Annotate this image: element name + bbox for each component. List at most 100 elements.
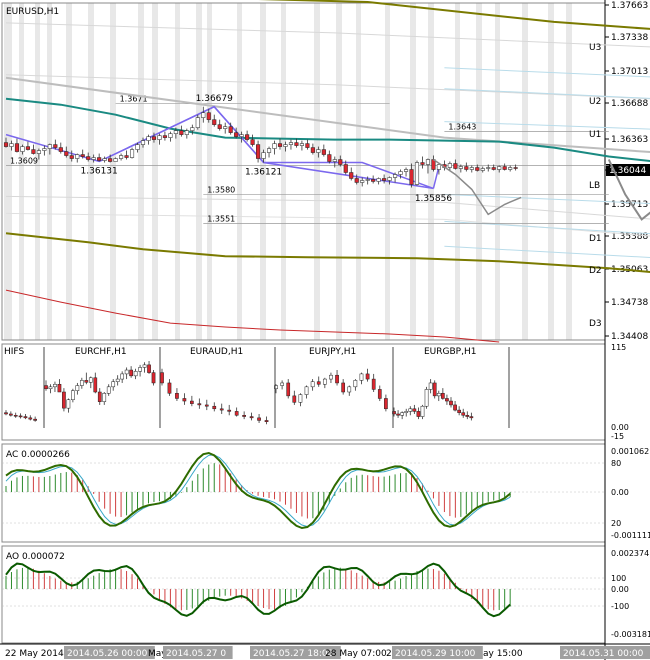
pair-label: EURGBP,H1 — [424, 347, 476, 357]
pair-candle-body — [175, 393, 179, 399]
candle-body — [469, 167, 474, 170]
pair-candle-body — [377, 389, 382, 399]
pair-candle-body — [304, 386, 309, 395]
pair-candle-body — [310, 381, 315, 388]
pair-candle-body — [133, 371, 138, 377]
time-label-highlight — [250, 646, 341, 659]
forecast-path — [607, 159, 650, 221]
time-stripe — [495, 3, 500, 340]
time-stripe — [548, 3, 554, 340]
time-stripe — [522, 3, 528, 340]
time-stripe — [566, 3, 572, 340]
ao-axis-label: -100 — [611, 602, 629, 611]
pair-candle-body — [353, 380, 358, 388]
current-price-label: 1.36044 — [609, 166, 646, 176]
candle-body — [376, 178, 381, 182]
pair-candle-body — [9, 413, 13, 416]
swing-price-label: 1.36131 — [81, 166, 118, 176]
time-stripe — [207, 3, 212, 340]
candle-body — [102, 158, 107, 161]
zigzag-leg — [213, 106, 265, 163]
pair-candle-body — [4, 412, 8, 415]
candle-body — [447, 163, 452, 168]
pair-candle-body — [392, 411, 396, 415]
time-stripe — [138, 3, 144, 340]
candle-body — [360, 180, 365, 183]
candle-body — [53, 144, 58, 148]
time-stripe — [455, 3, 460, 340]
time-axis-label: 2014.05.29 10:00 — [395, 649, 476, 659]
candle-body — [475, 167, 480, 171]
time-axis-label: May 0 — [148, 649, 175, 659]
ac-axis-label: 20 — [611, 519, 621, 528]
gray-channel-line-2 — [5, 74, 650, 100]
candle-body — [305, 143, 310, 148]
candle-body — [173, 130, 178, 134]
swing-price-label: 1.36121 — [245, 167, 282, 177]
time-stripe — [66, 3, 72, 340]
pair-candle-body — [33, 418, 37, 421]
pair-candle-body — [111, 381, 116, 388]
candle-body — [277, 143, 283, 147]
time-stripe — [35, 3, 40, 340]
pair-candle-body — [404, 411, 409, 413]
ac-main-line — [5, 451, 511, 530]
price-tick-label: 1.34408 — [611, 332, 648, 342]
candle-body — [502, 166, 507, 170]
time-stripe — [237, 3, 242, 340]
candle-body — [64, 151, 69, 156]
pair-candle-body — [412, 408, 417, 412]
candle-body — [283, 144, 288, 147]
time-stripe — [47, 3, 52, 340]
candle-body — [486, 167, 491, 169]
forecast-path-alt — [432, 158, 522, 216]
pair-candle-body — [322, 378, 327, 385]
candle-body — [157, 135, 162, 140]
resistance-line — [5, 76, 650, 154]
candle-body — [129, 149, 135, 158]
price-tick-label: 1.37013 — [611, 67, 648, 77]
pair-candle-body — [335, 374, 339, 384]
pair-candle-body — [23, 416, 28, 419]
pair-candle-body — [441, 393, 445, 399]
pair-candle-body — [298, 394, 303, 403]
candle-body — [294, 142, 299, 146]
time-stripe — [281, 3, 286, 340]
candle-body — [266, 148, 272, 153]
pair-candle-body — [147, 364, 151, 373]
ac-axis-label: 0.001062 — [611, 447, 649, 456]
pair-candle-body — [428, 382, 433, 390]
pair-candle-body — [286, 382, 291, 397]
candle-body — [14, 143, 20, 152]
pair-candle-body — [234, 411, 239, 416]
candle-body — [458, 166, 463, 169]
swing-price-label: 1.35856 — [415, 194, 452, 204]
blue-level-line-u3 — [444, 67, 650, 78]
candle-body — [420, 162, 425, 165]
pair-candle-body — [416, 411, 421, 417]
candle-body — [453, 163, 458, 169]
candle-body — [113, 158, 118, 162]
candle-body — [91, 157, 96, 160]
fib-level-label: 1.3580 — [207, 185, 235, 194]
pair-label: EURAUD,H1 — [190, 347, 243, 357]
pair-candle-body — [160, 372, 164, 384]
pair-candle-body — [13, 415, 18, 417]
candle-body — [124, 155, 129, 158]
pair-candle-body — [66, 399, 71, 409]
fib-level-label: 1.3609 — [10, 157, 38, 166]
candle-body — [140, 140, 146, 145]
pair-candle-body — [93, 377, 98, 393]
level-label-lb: LB — [589, 181, 600, 191]
pair-candle-body — [120, 373, 125, 380]
candle-body — [234, 132, 239, 137]
pair-candle-body — [449, 400, 453, 406]
candle-body — [212, 119, 217, 125]
ao-axis-label: 0.00 — [611, 585, 629, 594]
pair-candle-body — [28, 417, 33, 420]
candle-body — [135, 144, 140, 150]
ac-axis-label: 80 — [611, 459, 621, 468]
candle-body — [371, 179, 376, 182]
price-tick-label: 1.35388 — [611, 232, 648, 242]
